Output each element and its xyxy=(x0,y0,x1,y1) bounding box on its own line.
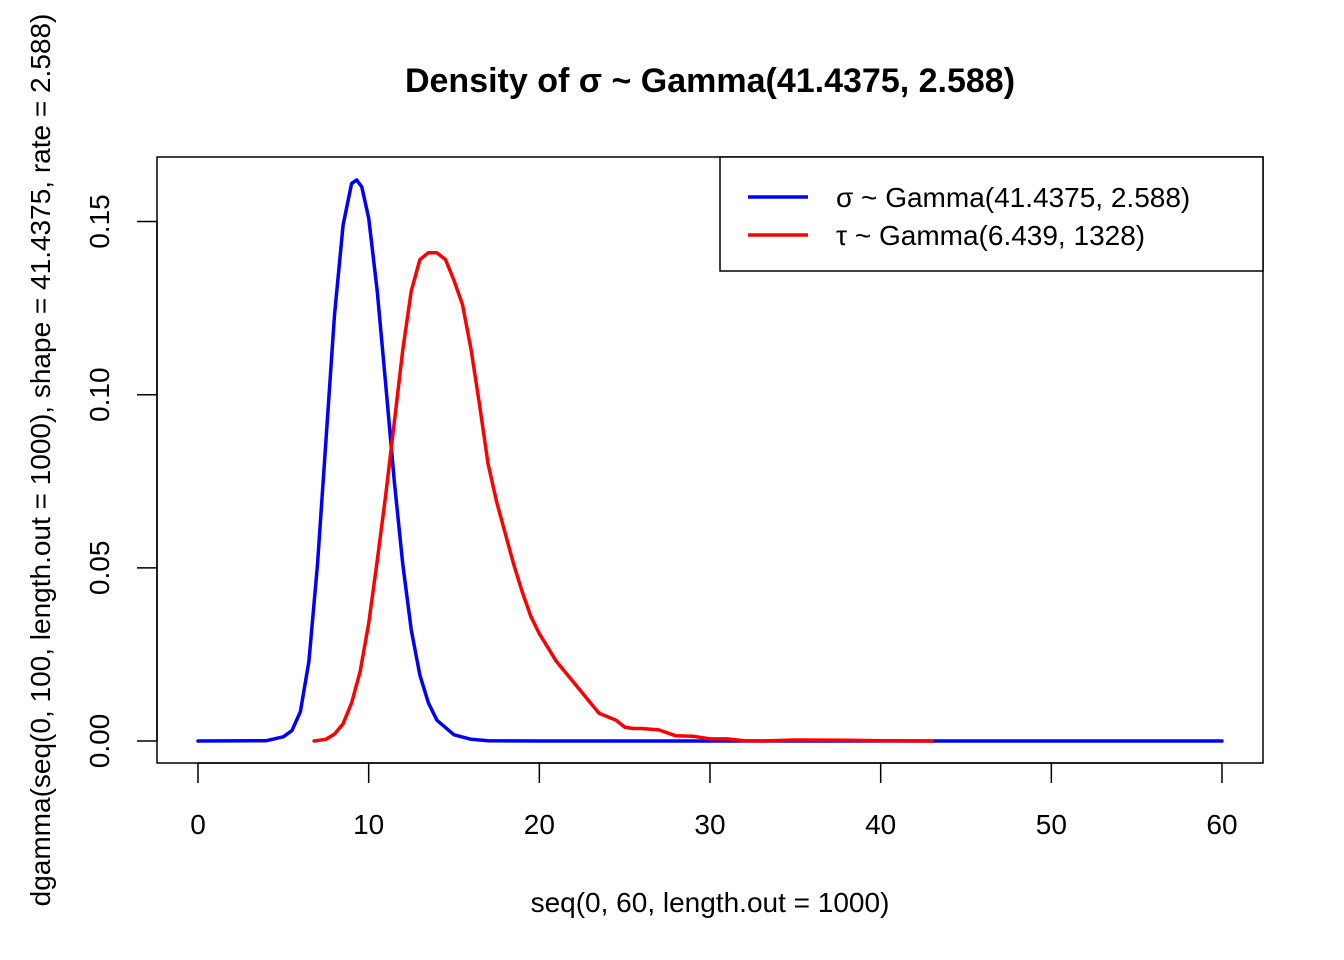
legend-box xyxy=(719,156,1264,272)
y-tick-label: 0.00 xyxy=(84,714,115,769)
legend-label-0: σ ~ Gamma(41.4375, 2.588) xyxy=(836,182,1190,213)
x-tick-label: 0 xyxy=(190,809,206,840)
series-line-1 xyxy=(312,250,934,743)
chart-title: Density of σ ~ Gamma(41.4375, 2.588) xyxy=(405,62,1015,100)
x-tick-label: 30 xyxy=(694,809,725,840)
x-axis-label: seq(0, 60, length.out = 1000) xyxy=(531,887,890,918)
x-tick-label: 20 xyxy=(524,809,555,840)
x-tick-label: 10 xyxy=(353,809,384,840)
y-tick-label: 0.05 xyxy=(84,541,115,596)
x-axis: 0 10 20 30 40 50 60 xyxy=(190,762,1238,840)
y-tick-label: 0.15 xyxy=(84,194,115,249)
x-tick-label: 60 xyxy=(1206,809,1237,840)
x-tick-label: 40 xyxy=(865,809,896,840)
series-line-0 xyxy=(196,178,1224,743)
legend: σ ~ Gamma(41.4375, 2.588) τ ~ Gamma(6.439… xyxy=(719,156,1264,272)
y-axis: 0.00 0.05 0.10 0.15 xyxy=(84,194,158,769)
legend-label-1: τ ~ Gamma(6.439, 1328) xyxy=(836,220,1145,251)
y-tick-label: 0.10 xyxy=(84,367,115,422)
x-tick-label: 50 xyxy=(1036,809,1067,840)
y-axis-label: dgamma(seq(0, 100, length.out = 1000), s… xyxy=(25,14,56,907)
series-layer xyxy=(196,178,1224,743)
